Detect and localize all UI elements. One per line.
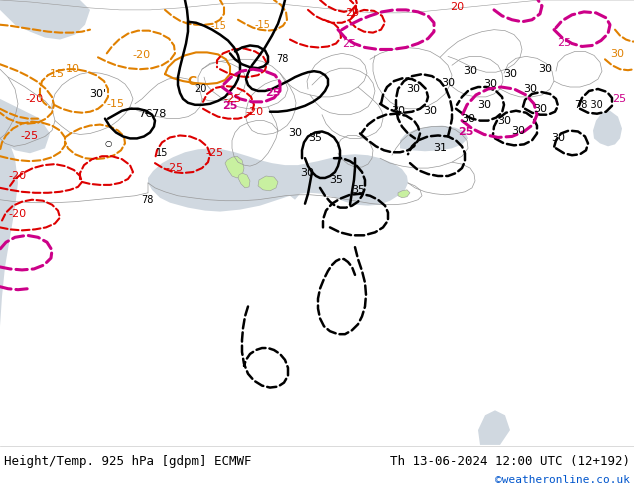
Text: 35: 35: [329, 175, 343, 185]
Text: 30: 30: [288, 128, 302, 139]
Text: 25: 25: [458, 127, 474, 138]
Text: -25: -25: [166, 163, 184, 173]
Text: 30': 30': [89, 89, 107, 99]
Polygon shape: [478, 410, 510, 445]
Text: 30: 30: [441, 78, 455, 88]
Text: 30: 30: [483, 79, 497, 89]
Text: 30: 30: [533, 104, 547, 114]
Text: Height/Temp. 925 hPa [gdpm] ECMWF: Height/Temp. 925 hPa [gdpm] ECMWF: [4, 455, 252, 468]
Text: 30: 30: [423, 106, 437, 116]
Polygon shape: [0, 0, 50, 153]
Text: ○: ○: [105, 139, 112, 148]
Polygon shape: [148, 148, 408, 212]
Text: -20: -20: [26, 94, 44, 104]
Text: 20: 20: [194, 84, 206, 94]
Text: -20: -20: [246, 107, 264, 117]
Text: 78 30: 78 30: [575, 100, 603, 110]
Text: -25: -25: [224, 94, 242, 104]
Text: 35: 35: [351, 185, 365, 195]
Text: 78: 78: [276, 54, 288, 64]
Text: 30: 30: [497, 116, 511, 125]
Text: 30: 30: [538, 64, 552, 74]
Polygon shape: [225, 156, 244, 178]
Text: -25: -25: [206, 148, 224, 158]
Text: 30: 30: [523, 84, 537, 94]
Polygon shape: [238, 173, 250, 188]
Polygon shape: [0, 0, 90, 40]
Text: ©weatheronline.co.uk: ©weatheronline.co.uk: [495, 475, 630, 485]
Text: 15: 15: [156, 148, 168, 158]
Polygon shape: [398, 190, 410, 198]
Text: -20: -20: [9, 209, 27, 219]
Text: 30: 30: [391, 106, 405, 116]
Text: -25: -25: [21, 131, 39, 142]
Text: 30: 30: [551, 133, 565, 144]
Text: 25: 25: [265, 88, 281, 98]
Text: 30: 30: [300, 168, 314, 178]
Text: -15: -15: [254, 20, 270, 30]
Text: 20: 20: [345, 8, 359, 18]
Polygon shape: [258, 176, 278, 191]
Text: 30: 30: [503, 69, 517, 79]
Text: 7€78: 7€78: [138, 109, 166, 119]
Text: 10: 10: [66, 64, 80, 74]
Text: -20: -20: [133, 50, 151, 60]
Text: 30: 30: [610, 49, 624, 59]
Text: 31: 31: [433, 143, 447, 153]
Polygon shape: [336, 170, 370, 193]
Text: 30: 30: [477, 100, 491, 110]
Text: -15: -15: [210, 21, 226, 31]
Text: 30: 30: [463, 66, 477, 76]
Text: 30: 30: [461, 114, 475, 123]
Text: 20: 20: [450, 2, 464, 12]
Text: 78: 78: [141, 195, 153, 205]
Text: C: C: [188, 74, 197, 88]
Polygon shape: [0, 0, 18, 445]
Text: -15: -15: [106, 99, 124, 109]
Text: 35: 35: [308, 133, 322, 144]
Text: 25: 25: [557, 38, 571, 48]
Polygon shape: [278, 168, 300, 200]
Text: 30: 30: [406, 84, 420, 94]
Text: 25: 25: [612, 94, 626, 104]
Text: 25: 25: [342, 39, 356, 49]
Text: -20: -20: [9, 171, 27, 181]
Text: 25: 25: [223, 101, 238, 111]
Polygon shape: [400, 125, 468, 151]
Text: -15: -15: [46, 69, 64, 79]
Text: Th 13-06-2024 12:00 UTC (12+192): Th 13-06-2024 12:00 UTC (12+192): [390, 455, 630, 468]
Text: 30: 30: [511, 125, 525, 136]
Polygon shape: [593, 111, 622, 147]
